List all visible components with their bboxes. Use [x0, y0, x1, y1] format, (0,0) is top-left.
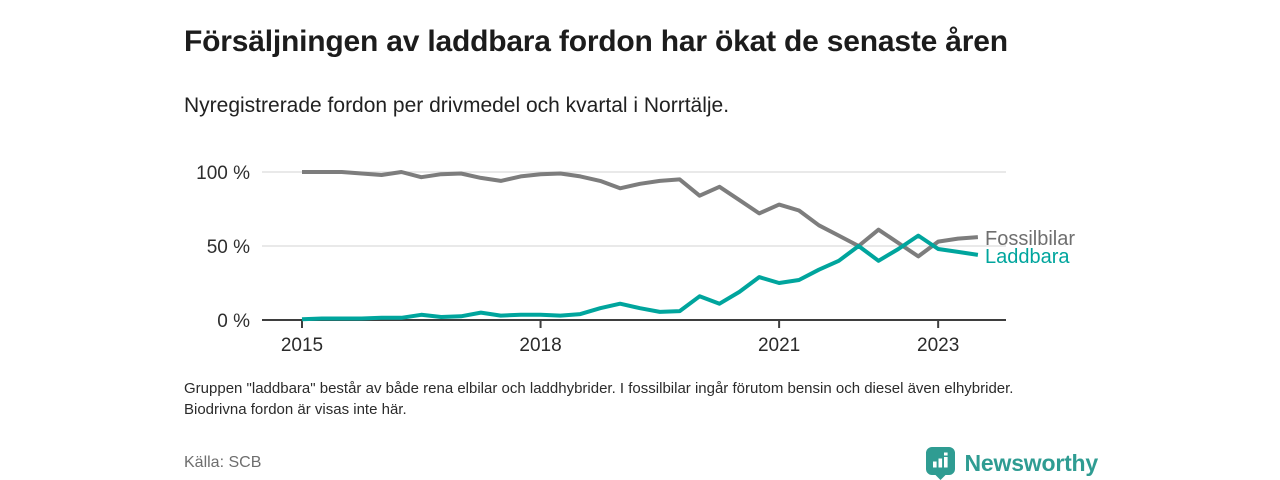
- brand-name: Newsworthy: [964, 449, 1099, 476]
- chart-footnote: Gruppen "laddbara" består av både rena e…: [184, 380, 1014, 418]
- x-tick-label: 2018: [519, 335, 561, 356]
- series-line-laddbara: [301, 233, 979, 322]
- series-label-laddbara: Laddbara: [985, 246, 1070, 268]
- x-tick-label: 2023: [917, 335, 959, 356]
- x-tick-label: 2021: [758, 335, 800, 356]
- source-text: Källa: SCB: [184, 454, 262, 471]
- y-tick-label: 0 %: [217, 311, 250, 332]
- page-title: Försäljningen av laddbara fordon har öka…: [184, 25, 1008, 59]
- newsworthy-logo: Newsworthy: [925, 446, 1098, 480]
- series-label-fossilbilar: Fossilbilar: [985, 228, 1075, 250]
- chart-subtitle: Nyregistrerade fordon per drivmedel och …: [184, 94, 730, 117]
- series-line-fossilbilar: [302, 170, 979, 259]
- x-tick-label: 2015: [281, 335, 323, 356]
- bar-chart-speech-bubble-icon: [925, 446, 956, 480]
- y-tick-label: 50 %: [207, 237, 250, 258]
- y-tick-label: 100 %: [196, 163, 250, 184]
